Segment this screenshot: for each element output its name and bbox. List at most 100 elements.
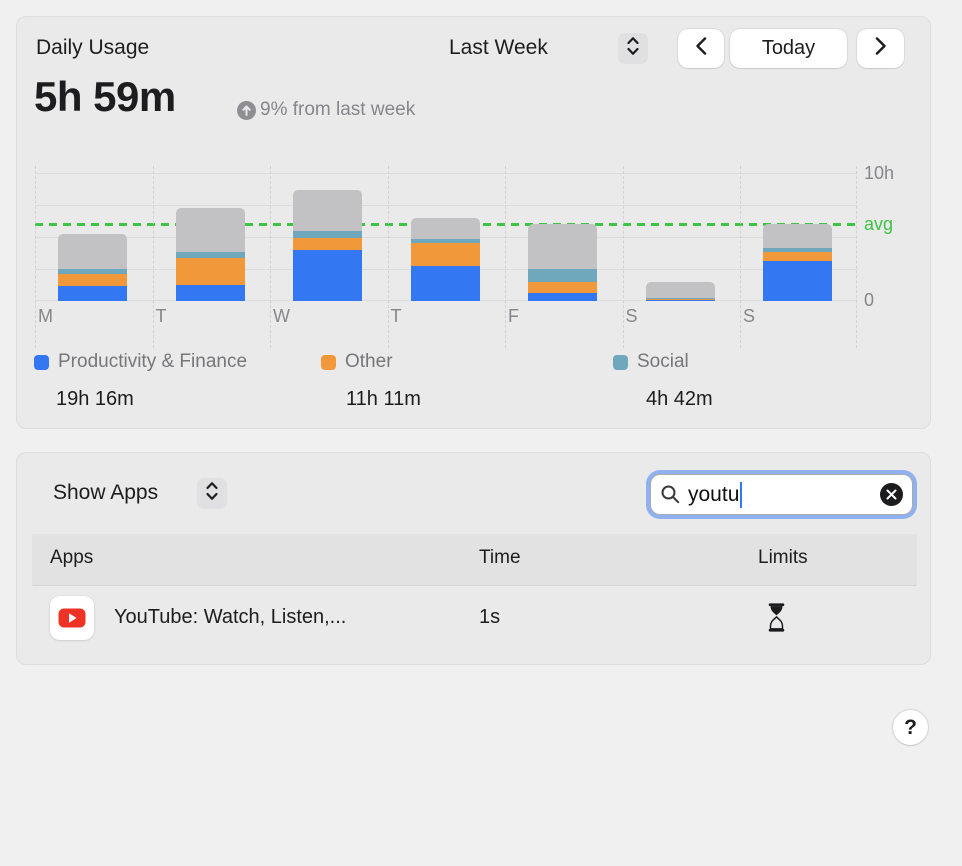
search-input[interactable]: youtu <box>650 474 913 515</box>
y-axis-tick-0: 0 <box>864 290 875 310</box>
bar-segment <box>410 218 480 240</box>
chart-horizontal-gridline <box>35 173 858 174</box>
trend-text: 9% from last week <box>260 99 416 120</box>
page-title: Daily Usage <box>36 36 150 59</box>
search-value: youtu <box>688 482 740 506</box>
bar-segment <box>293 230 362 239</box>
bar-segment <box>293 238 362 251</box>
bar-segment <box>58 273 127 287</box>
legend-time-other: 11h 11m <box>346 388 421 410</box>
x-axis-day-label: M <box>38 306 53 326</box>
table-header <box>32 534 917 586</box>
legend-item-productivity: Productivity & Finance <box>34 351 247 373</box>
search-icon <box>660 484 681 505</box>
bar-segment <box>175 257 245 286</box>
bar-segment <box>293 250 362 301</box>
today-button[interactable]: Today <box>730 29 847 68</box>
x-axis-day-label: S <box>743 306 756 326</box>
chart-vertical-gridline <box>740 166 741 348</box>
bar-segment <box>645 297 715 300</box>
bar-segment <box>58 269 127 274</box>
chart-vertical-gridline <box>35 166 36 348</box>
y-axis-tick-10h: 10h <box>864 163 895 183</box>
bar-W-2 <box>293 190 362 301</box>
bar-S-6 <box>763 224 832 301</box>
legend-swatch-other <box>321 354 336 370</box>
bar-segment <box>410 243 480 267</box>
legend-item-social: Social <box>613 351 689 373</box>
bar-segment <box>763 252 832 262</box>
bar-segment <box>175 207 245 252</box>
chart-vertical-gridline <box>505 166 506 348</box>
help-button[interactable]: ? <box>893 710 928 745</box>
chart-vertical-gridline <box>856 166 857 348</box>
bar-segment <box>58 233 127 270</box>
bar-segment <box>175 251 245 258</box>
trend-indicator: 9% from last week <box>237 99 415 121</box>
bar-segment <box>58 286 127 301</box>
column-header-apps: Apps <box>50 547 94 568</box>
column-header-time: Time <box>479 547 521 568</box>
total-usage-value: 5h 59m <box>34 73 176 120</box>
chevron-right-icon <box>875 36 887 61</box>
period-selector-value: Last Week <box>449 36 548 59</box>
next-week-button[interactable] <box>857 29 904 68</box>
table-row[interactable]: YouTube: Watch, Listen,... 1s <box>32 586 917 650</box>
bar-segment <box>175 285 245 301</box>
apps-card: Show Apps youtu Apps Time Limits YouTube… <box>16 452 931 665</box>
legend-label: Productivity & Finance <box>58 351 248 372</box>
x-axis-day-label: S <box>625 306 638 326</box>
bar-segment <box>645 299 715 301</box>
legend-item-other: Other <box>321 351 393 373</box>
bar-segment <box>528 224 597 270</box>
youtube-app-icon <box>50 596 94 640</box>
app-title: YouTube: Watch, Listen,... <box>114 606 347 628</box>
bar-M-0 <box>58 233 127 301</box>
bar-segment <box>410 266 480 301</box>
show-apps-stepper[interactable] <box>197 478 227 509</box>
x-axis-day-label: W <box>273 306 290 326</box>
bar-T-1 <box>175 207 245 301</box>
legend-time-productivity: 19h 16m <box>56 388 134 410</box>
daily-usage-card: Daily Usage Last Week Today 5h 59m 9% fr… <box>16 16 931 429</box>
y-axis-avg-label: avg <box>864 214 894 234</box>
bar-segment <box>528 269 597 282</box>
bar-segment <box>410 239 480 244</box>
bar-segment <box>763 247 832 253</box>
show-apps-label: Show Apps <box>53 481 159 504</box>
legend-label: Other <box>345 351 393 372</box>
legend-swatch-social <box>613 354 628 370</box>
x-axis-day-label: F <box>508 306 519 326</box>
bar-segment <box>293 190 362 231</box>
previous-week-button[interactable] <box>678 29 724 68</box>
chart-vertical-gridline <box>152 166 154 348</box>
bar-segment <box>528 292 597 301</box>
bar-segment <box>763 224 832 248</box>
x-axis-day-label: T <box>390 306 402 326</box>
chevron-up-down-icon <box>205 481 219 506</box>
bar-segment <box>645 282 715 298</box>
legend-label: Social <box>637 351 689 372</box>
bar-segment <box>528 281 597 293</box>
app-time: 1s <box>479 606 501 628</box>
chart-horizontal-gridline <box>35 205 858 206</box>
legend-time-social: 4h 42m <box>646 388 713 410</box>
bar-S-5 <box>645 282 715 301</box>
clear-search-button[interactable] <box>880 483 903 506</box>
text-cursor <box>740 481 743 508</box>
period-selector-stepper[interactable] <box>618 33 648 64</box>
legend-swatch-productivity <box>34 354 49 370</box>
bar-T-3 <box>410 218 480 301</box>
chart-vertical-gridline <box>622 166 624 348</box>
chevron-left-icon <box>695 36 707 61</box>
arrow-up-circle-icon <box>237 100 256 120</box>
column-header-limits: Limits <box>758 547 808 568</box>
bar-F-4 <box>528 224 597 301</box>
bar-segment <box>763 261 832 301</box>
chart-vertical-gridline <box>387 166 389 348</box>
x-axis-day-label: T <box>155 306 167 326</box>
bar-segment <box>645 300 715 301</box>
hourglass-icon <box>766 603 787 637</box>
chevron-up-down-icon <box>626 36 640 61</box>
